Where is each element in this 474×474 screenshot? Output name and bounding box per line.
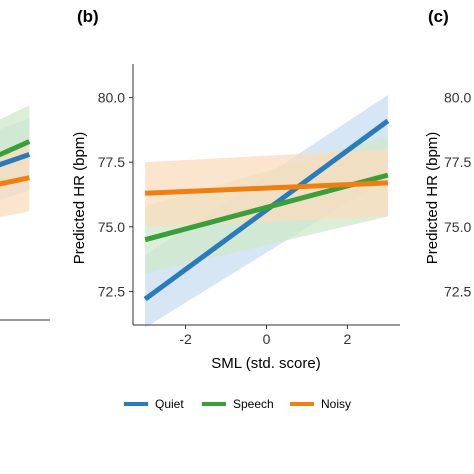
legend-label-quiet: Quiet: [155, 397, 184, 411]
legend-label-noisy: Noisy: [321, 397, 351, 411]
x-tick-label: 2: [344, 331, 352, 347]
y-tick-label: 75.0: [444, 219, 471, 235]
panel-b-x-axis-title: SML (std. score): [211, 355, 320, 372]
panel-b-y-axis-title: Predicted HR (bpm): [71, 132, 88, 265]
x-tick-label: 0: [263, 331, 271, 347]
y-tick-label: 75.0: [98, 219, 125, 235]
panel-c-y-axis-title: Predicted HR (bpm): [424, 132, 441, 265]
y-tick-label: 80.0: [98, 90, 125, 106]
panel-b-y-ticks: 72.5 75.0 77.5 80.0: [98, 90, 133, 299]
panel-b-label: (b): [77, 7, 99, 26]
y-tick-label: 72.5: [98, 283, 125, 299]
y-tick-label: 77.5: [98, 154, 125, 170]
panel-b-fit-lines: [143, 118, 390, 302]
fit-line-noisy: [145, 180, 388, 196]
y-tick-label: 77.5: [444, 154, 471, 170]
panel-c-label: (c): [428, 7, 449, 26]
panel-a-confidence-bands: [0, 105, 30, 218]
panel-c-y-ticks: 72.5 75.0 77.5 80.0: [444, 90, 471, 300]
legend: Quiet Speech Noisy: [124, 397, 351, 411]
y-tick-label: 72.5: [444, 283, 471, 299]
panel-b-x-ticks: -2 0 2: [179, 325, 352, 347]
panel-b: (b) 72.5 75.0 77.5 80.0 -2 0 2 SML (std. scor…: [71, 7, 400, 372]
panel-a: [0, 105, 50, 321]
x-tick-label: -2: [179, 331, 192, 347]
panel-c: (c) Predicted HR (bpm) 72.5 75.0 77.5 80.0: [424, 7, 471, 299]
legend-label-speech: Speech: [233, 397, 274, 411]
y-tick-label: 80.0: [444, 90, 471, 106]
